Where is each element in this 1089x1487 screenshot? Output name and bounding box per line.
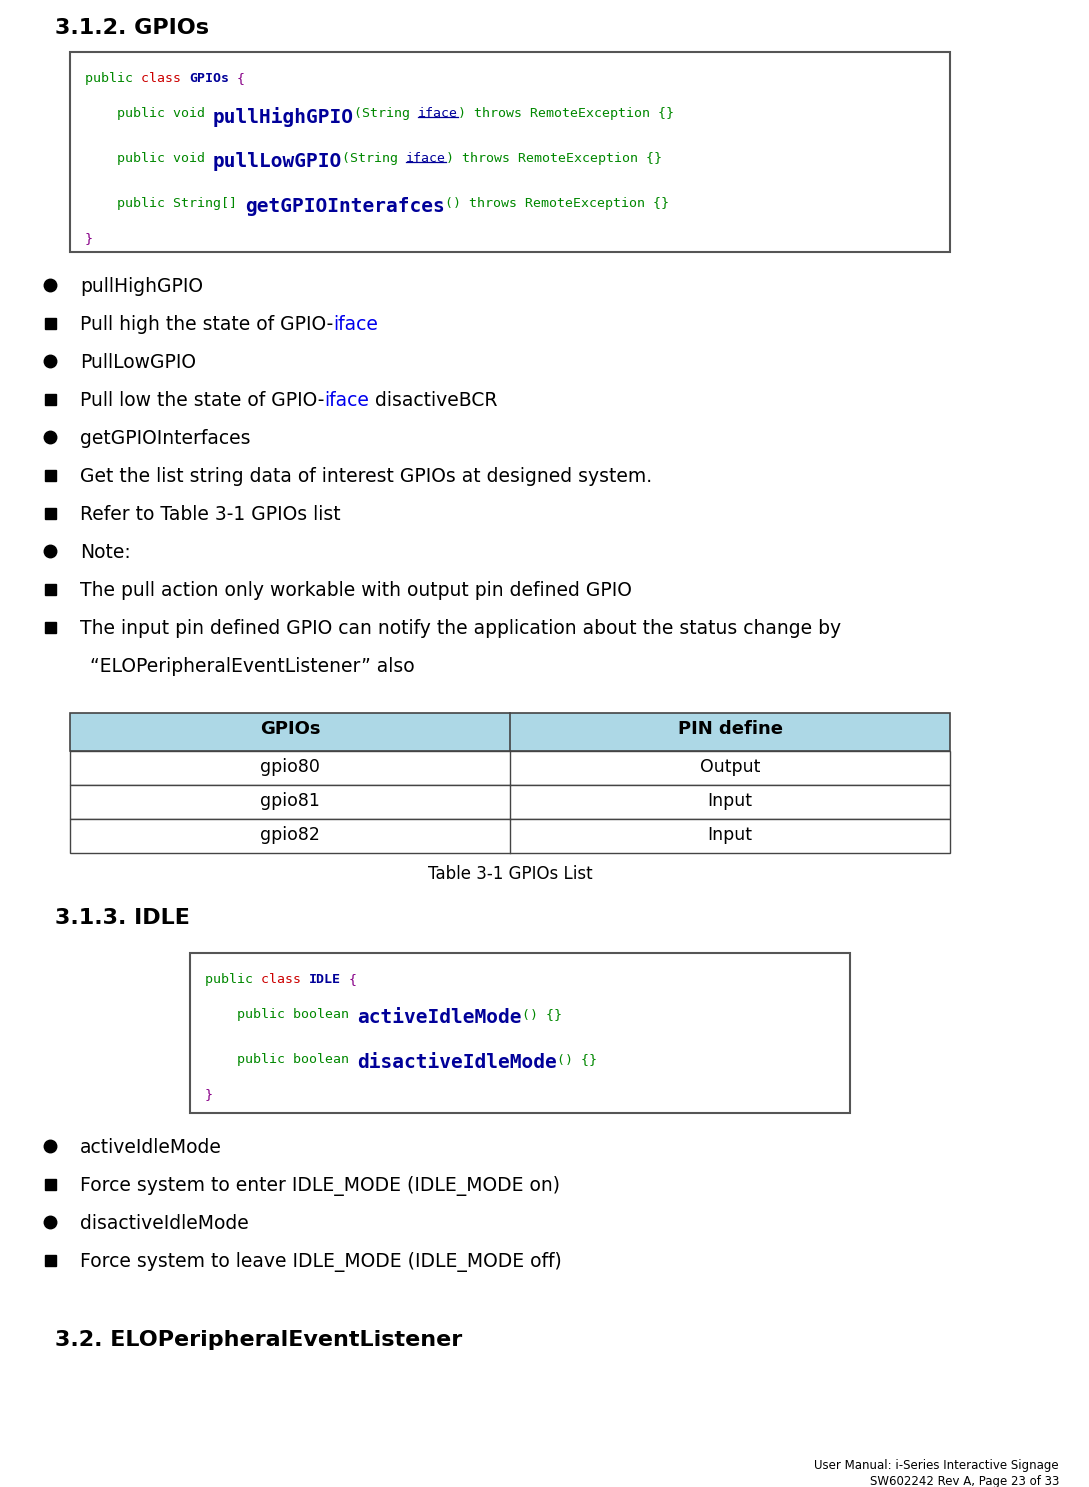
FancyBboxPatch shape [45,583,56,595]
Text: GPIOs: GPIOs [189,71,229,85]
Text: Force system to enter IDLE_MODE (IDLE_MODE on): Force system to enter IDLE_MODE (IDLE_MO… [79,1176,560,1196]
Text: Force system to leave IDLE_MODE (IDLE_MODE off): Force system to leave IDLE_MODE (IDLE_MO… [79,1252,562,1271]
FancyBboxPatch shape [45,507,56,519]
Text: 3.1.2. GPIOs: 3.1.2. GPIOs [56,18,209,39]
Text: IDLE: IDLE [309,972,341,986]
Text: public: public [85,71,140,85]
FancyBboxPatch shape [70,52,950,251]
Text: gpio80: gpio80 [260,758,320,776]
Text: Input: Input [708,793,752,810]
Text: () {}: () {} [556,1053,597,1066]
Text: PullLowGPIO: PullLowGPIO [79,352,196,372]
Text: public boolean: public boolean [205,1053,357,1066]
Text: public void: public void [85,107,213,120]
Text: public: public [205,972,261,986]
Text: getGPIOInterafces: getGPIOInterafces [245,196,444,216]
FancyBboxPatch shape [70,751,950,785]
Text: The input pin defined GPIO can notify the application about the status change by: The input pin defined GPIO can notify th… [79,619,841,638]
FancyBboxPatch shape [45,622,56,632]
Text: 3.1.3. IDLE: 3.1.3. IDLE [56,909,189,928]
Text: gpio82: gpio82 [260,825,320,845]
Text: disactiveIdleMode: disactiveIdleMode [79,1213,248,1233]
Text: Refer to Table 3-1 GPIOs list: Refer to Table 3-1 GPIOs list [79,506,341,523]
FancyBboxPatch shape [70,819,950,854]
Text: Input: Input [708,825,752,845]
Text: Note:: Note: [79,543,131,562]
Text: SW602242 Rev A, Page 23 of 33: SW602242 Rev A, Page 23 of 33 [870,1475,1059,1487]
Text: Pull high the state of GPIO-: Pull high the state of GPIO- [79,315,333,335]
Text: () throws RemoteException {}: () throws RemoteException {} [444,196,669,210]
FancyBboxPatch shape [70,785,950,819]
Text: (String: (String [354,107,418,120]
Text: public boolean: public boolean [205,1008,357,1022]
Text: Table 3-1 GPIOs List: Table 3-1 GPIOs List [428,865,592,883]
FancyBboxPatch shape [189,953,851,1112]
Text: public void: public void [85,152,213,165]
Text: ) throws RemoteException {}: ) throws RemoteException {} [446,152,662,165]
Text: () {}: () {} [522,1008,562,1022]
Text: {: { [229,71,245,85]
FancyBboxPatch shape [45,1179,56,1190]
Text: public String[]: public String[] [85,196,245,210]
Text: Output: Output [700,758,760,776]
Text: (String: (String [342,152,406,165]
Text: User Manual: i-Series Interactive Signage: User Manual: i-Series Interactive Signag… [815,1459,1059,1472]
Text: Get the list string data of interest GPIOs at designed system.: Get the list string data of interest GPI… [79,467,652,486]
Text: }: } [205,1088,213,1100]
Text: disactiveIdleMode: disactiveIdleMode [357,1053,556,1072]
Text: iface: iface [418,107,458,120]
FancyBboxPatch shape [45,318,56,329]
Text: The pull action only workable with output pin defined GPIO: The pull action only workable with outpu… [79,581,632,599]
Text: getGPIOInterfaces: getGPIOInterfaces [79,430,250,448]
Text: {: { [341,972,357,986]
Text: pullHighGPIO: pullHighGPIO [213,107,354,126]
FancyBboxPatch shape [45,394,56,404]
Text: iface: iface [406,152,446,165]
FancyBboxPatch shape [45,1255,56,1265]
Text: class: class [140,71,189,85]
Text: pullHighGPIO: pullHighGPIO [79,277,203,296]
Text: 3.2. ELOPeripheralEventListener: 3.2. ELOPeripheralEventListener [56,1329,462,1350]
Text: GPIOs: GPIOs [260,720,320,738]
FancyBboxPatch shape [70,712,950,751]
Text: activeIdleMode: activeIdleMode [79,1138,222,1157]
Text: Pull low the state of GPIO-: Pull low the state of GPIO- [79,391,325,410]
Text: pullLowGPIO: pullLowGPIO [213,152,342,171]
Text: activeIdleMode: activeIdleMode [357,1008,522,1028]
Text: class: class [261,972,309,986]
Text: gpio81: gpio81 [260,793,320,810]
Text: iface: iface [333,315,378,335]
Text: PIN define: PIN define [677,720,783,738]
Text: ) throws RemoteException {}: ) throws RemoteException {} [458,107,674,120]
Text: disactiveBCR: disactiveBCR [369,391,498,410]
Text: “ELOPeripheralEventListener” also: “ELOPeripheralEventListener” also [90,657,415,677]
Text: iface: iface [325,391,369,410]
FancyBboxPatch shape [45,470,56,480]
Text: }: } [85,232,93,245]
